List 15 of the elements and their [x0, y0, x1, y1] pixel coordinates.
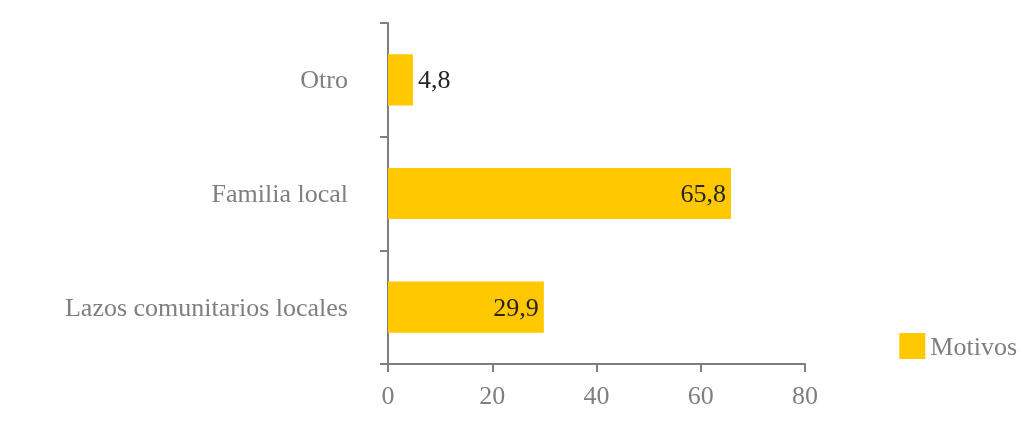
- data-label: 4,8: [418, 65, 451, 95]
- y-tick-label: Otro: [300, 65, 348, 95]
- bar: [388, 167, 731, 220]
- legend-label: Motivos: [930, 331, 1017, 361]
- x-tick-label: 60: [687, 380, 714, 410]
- bar: [388, 281, 544, 333]
- bar: [388, 54, 414, 106]
- x-tick-label: 80: [792, 380, 818, 410]
- data-label: 65,8: [680, 179, 726, 208]
- data-label: 29,9: [493, 292, 539, 322]
- x-tick-label: 0: [381, 380, 395, 410]
- x-tick-label: 20: [479, 380, 506, 410]
- x-tick-label: 40: [583, 380, 610, 410]
- y-tick-label: Familia local: [211, 179, 348, 208]
- y-tick-label: Lazos comunitarios locales: [64, 292, 348, 322]
